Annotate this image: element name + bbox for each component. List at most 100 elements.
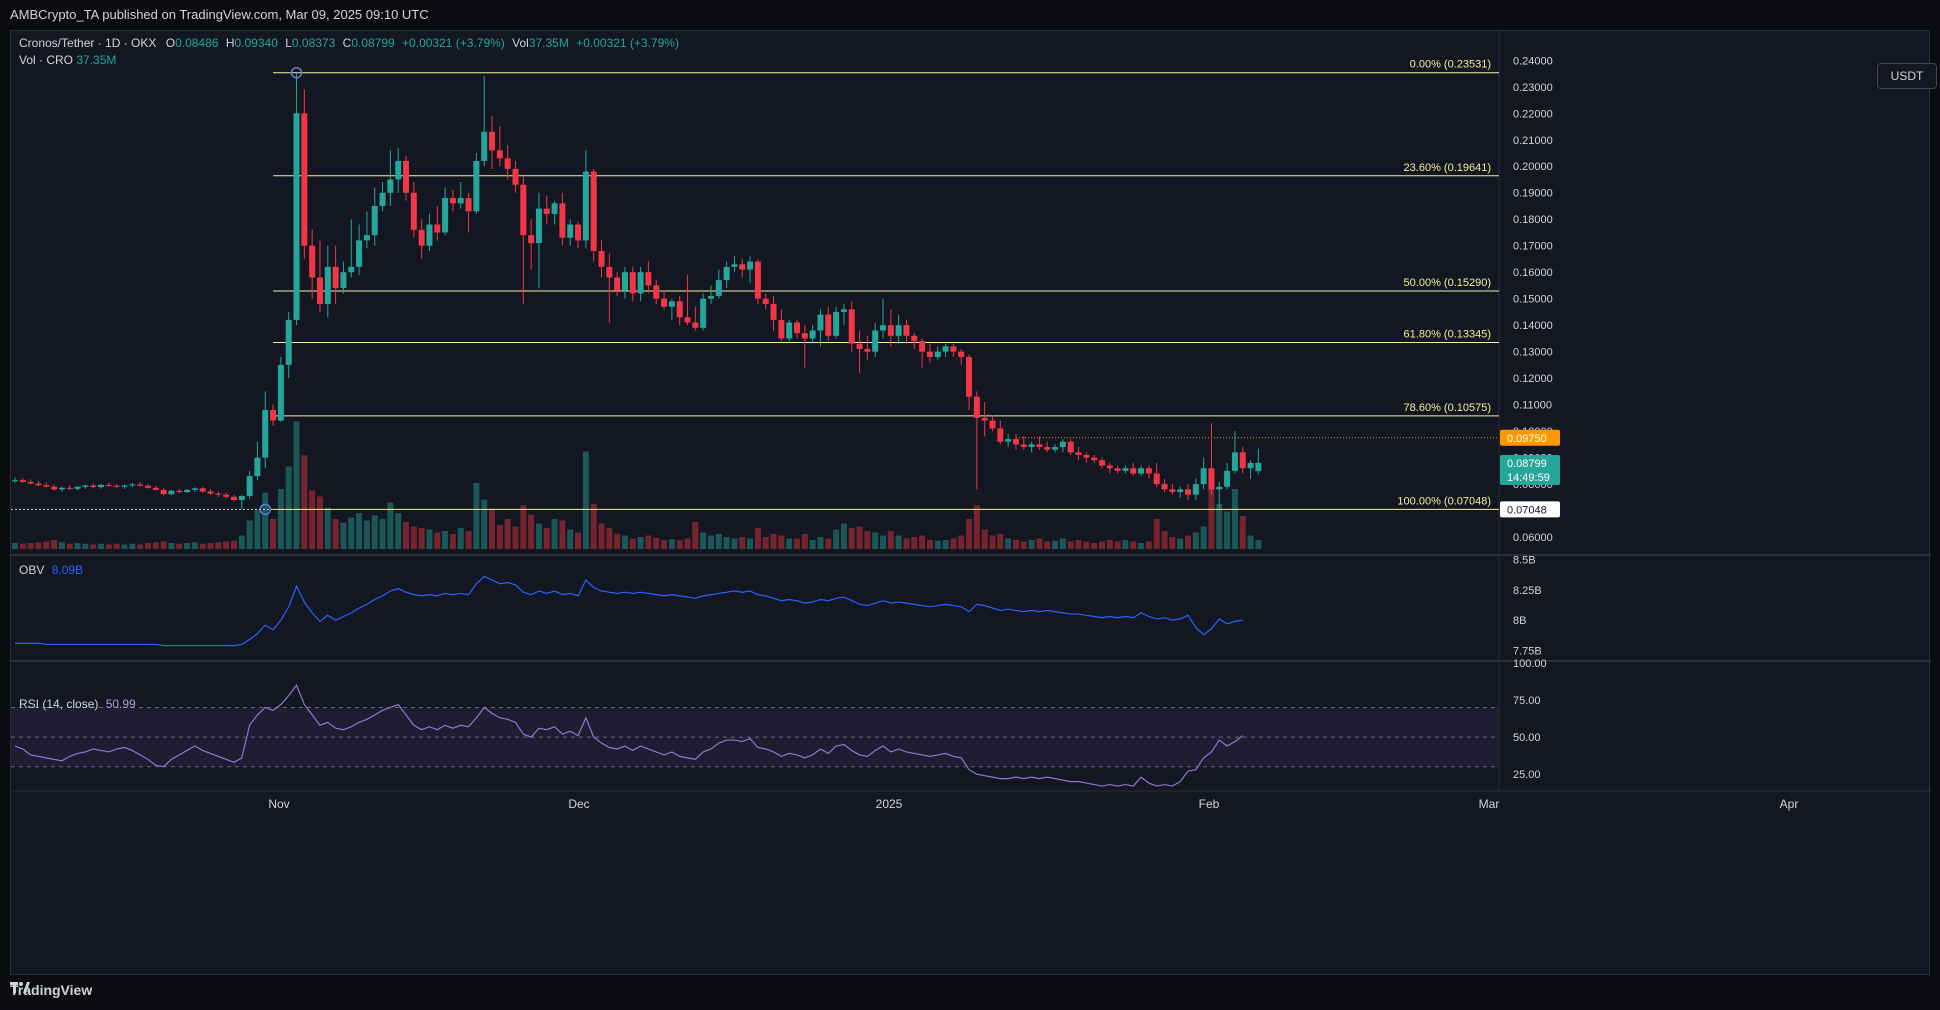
candle-body xyxy=(543,208,550,214)
volume-bar xyxy=(1224,511,1231,549)
candle-body xyxy=(840,309,847,312)
price-tick-label: 0.11000 xyxy=(1513,400,1552,412)
chart-svg[interactable]: 0.24000 0.23000 0.22000 0.21000 0.20000 0.190… xyxy=(11,31,1931,976)
volume-bar xyxy=(528,514,535,549)
fib-level-label: 0.00% (0.23531) xyxy=(1410,59,1491,71)
candle-body xyxy=(19,480,26,482)
volume-bar xyxy=(575,532,582,549)
candle-body xyxy=(1091,457,1098,461)
volume-bar xyxy=(348,517,355,549)
candle-body xyxy=(465,198,472,212)
candle-body xyxy=(144,485,151,488)
candle-body xyxy=(645,272,652,286)
candle-body xyxy=(707,296,714,299)
volume-bar xyxy=(332,519,339,549)
vol-change-value: +0.00321 (+3.79%) xyxy=(576,36,679,50)
candle-body xyxy=(223,494,230,497)
chart-area[interactable]: 0.24000 0.23000 0.22000 0.21000 0.20000 0.190… xyxy=(10,30,1937,976)
candle-body xyxy=(653,285,660,299)
candle-body xyxy=(848,309,855,344)
candle-body xyxy=(684,317,691,323)
candle-body xyxy=(215,493,222,495)
obv-tick-label: 7.75B xyxy=(1513,646,1542,658)
price-tick-label: 0.06000 xyxy=(1513,532,1553,544)
price-tag-text: 0.08799 xyxy=(1507,458,1547,470)
candle-body xyxy=(747,261,754,270)
candle-body xyxy=(919,341,926,352)
candle-body xyxy=(363,235,370,241)
volume-bar xyxy=(872,532,879,549)
volume-bar xyxy=(692,522,699,549)
volume-bar xyxy=(410,526,417,549)
volume-bar xyxy=(661,540,668,549)
candle-body xyxy=(1185,489,1191,495)
candle-body xyxy=(105,484,112,486)
high-label: H xyxy=(225,36,235,50)
volume-series-label: Vol · CRO xyxy=(19,53,74,67)
candle-body xyxy=(825,314,832,336)
rsi-tick-label: 25.00 xyxy=(1513,769,1541,781)
header-bar: AMBCrypto_TA published on TradingView.co… xyxy=(0,0,1940,30)
volume-bar xyxy=(51,540,58,549)
volume-bar xyxy=(1020,541,1027,549)
candle-body xyxy=(629,272,636,294)
candle-body xyxy=(442,198,449,233)
candle-body xyxy=(676,301,683,318)
volume-bar xyxy=(277,489,284,549)
volume-bar xyxy=(997,534,1004,549)
volume-bar xyxy=(215,542,222,549)
candle-body xyxy=(880,325,887,331)
volume-bar xyxy=(747,538,754,549)
volume-bar xyxy=(105,544,112,549)
candle-body xyxy=(262,409,269,458)
currency-button[interactable]: USDT xyxy=(1877,63,1937,89)
close-value: 0.08799 xyxy=(351,36,395,50)
candle-body xyxy=(113,485,120,487)
volume-bar xyxy=(864,531,871,549)
volume-bar xyxy=(621,535,628,549)
candle-body xyxy=(316,277,323,304)
volume-bar xyxy=(770,534,777,549)
price-tick-label: 0.12000 xyxy=(1513,373,1553,385)
candle-body xyxy=(449,198,456,204)
volume-bar xyxy=(121,544,128,549)
price-tick-label: 0.24000 xyxy=(1513,55,1553,67)
candle-body xyxy=(1012,439,1019,445)
candle-body xyxy=(324,266,331,304)
candle-body xyxy=(856,343,863,350)
candle-body xyxy=(504,158,511,169)
volume-bar xyxy=(512,526,519,549)
volume-bar xyxy=(1036,538,1043,549)
volume-series-value: 37.35M xyxy=(76,53,117,67)
candle-body xyxy=(277,364,284,421)
candle-body xyxy=(129,484,136,486)
change-value: +0.00321 (+3.79%) xyxy=(402,36,505,50)
volume-bar xyxy=(1216,504,1223,549)
volume-bar xyxy=(168,543,175,549)
volume-bar xyxy=(880,535,887,549)
open-value: 0.08486 xyxy=(175,36,219,50)
volume-bar xyxy=(715,534,722,549)
time-tick-label: Feb xyxy=(1199,797,1220,811)
volume-bar xyxy=(1208,474,1215,549)
candle-body xyxy=(1153,473,1160,485)
candle-body xyxy=(770,303,777,320)
volume-bar xyxy=(309,490,316,549)
volume-bar xyxy=(794,538,800,549)
candle-body xyxy=(1044,447,1051,450)
volume-bar xyxy=(645,535,652,549)
price-tag-text: 0.09750 xyxy=(1507,433,1547,445)
candle-body xyxy=(692,322,699,328)
candle-body xyxy=(1161,484,1168,490)
candle-body xyxy=(997,428,1004,442)
candle-body xyxy=(410,192,417,230)
rsi-legend: RSI (14, close) 50.99 xyxy=(19,697,136,711)
volume-bar xyxy=(35,542,42,549)
fib-level-label: 100.00% (0.07048) xyxy=(1397,495,1491,507)
volume-bar xyxy=(191,542,198,549)
volume-bar xyxy=(403,522,409,549)
obv-tick-label: 8.5B xyxy=(1513,554,1536,566)
price-tick-label: 0.23000 xyxy=(1513,82,1553,94)
volume-bar xyxy=(113,543,120,549)
volume-bar xyxy=(911,537,918,549)
